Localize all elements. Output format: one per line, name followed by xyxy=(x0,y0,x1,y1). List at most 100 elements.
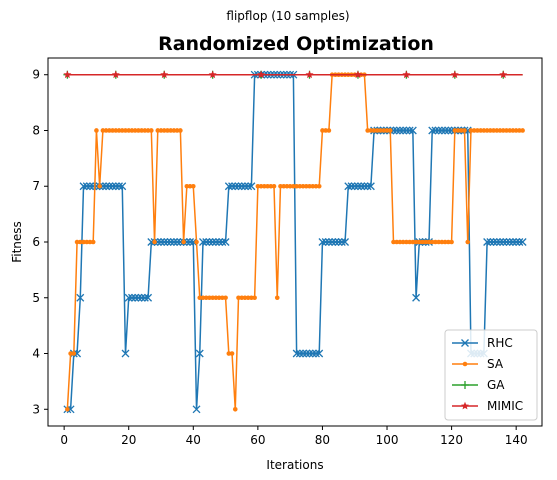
series-markers-rhc xyxy=(63,70,527,414)
x-tick-label: 20 xyxy=(121,433,136,447)
data-point-rhc xyxy=(102,182,111,191)
data-point-rhc xyxy=(115,182,123,191)
data-point-sa xyxy=(229,351,235,356)
data-point-sa xyxy=(375,128,380,133)
data-point-rhc xyxy=(315,349,324,358)
data-point-sa xyxy=(449,239,454,245)
data-point-sa xyxy=(281,183,286,189)
data-point-rhc xyxy=(211,238,220,246)
data-point-sa xyxy=(90,239,96,245)
data-point-sa xyxy=(397,239,403,245)
data-point-rhc xyxy=(366,182,375,191)
data-point-rhc xyxy=(412,293,421,302)
legend-marker-rhc xyxy=(461,339,469,347)
data-point-sa xyxy=(113,128,119,133)
data-point-rhc xyxy=(176,238,185,246)
data-point-sa xyxy=(223,295,228,301)
data-point-sa xyxy=(484,128,490,133)
y-tick-label: 4 xyxy=(32,347,40,361)
data-point-sa xyxy=(465,239,471,245)
data-point-sa xyxy=(216,295,222,301)
x-tick-label: 0 xyxy=(60,433,68,447)
data-point-mimic xyxy=(257,70,266,79)
x-tick-label: 100 xyxy=(376,433,399,447)
data-point-sa xyxy=(494,128,500,133)
data-point-sa xyxy=(384,128,390,133)
data-point-rhc xyxy=(463,126,472,135)
data-point-sa xyxy=(142,128,148,133)
data-point-rhc xyxy=(66,405,75,414)
data-point-sa xyxy=(132,128,138,133)
x-axis-label: Iterations xyxy=(266,458,323,472)
x-tick-label: 120 xyxy=(440,433,463,447)
data-point-sa xyxy=(126,128,132,133)
data-point-rhc xyxy=(157,238,165,246)
y-tick-label: 7 xyxy=(32,179,40,193)
data-point-sa xyxy=(442,239,448,245)
data-point-sa xyxy=(291,183,296,189)
legend: RHC SA GA MIMIC xyxy=(444,329,538,421)
data-point-rhc xyxy=(431,126,440,135)
legend-marker-ga xyxy=(461,381,469,389)
data-point-sa xyxy=(203,295,209,301)
data-point-sa xyxy=(123,128,128,133)
data-point-sa xyxy=(245,295,251,301)
data-point-rhc xyxy=(405,126,414,135)
data-point-sa xyxy=(468,128,474,133)
data-point-rhc xyxy=(360,182,369,191)
data-point-sa xyxy=(77,239,83,245)
data-point-sa xyxy=(255,183,261,189)
data-point-rhc xyxy=(121,349,130,358)
data-point-sa xyxy=(513,128,519,133)
y-tick-label: 8 xyxy=(32,123,40,137)
data-point-sa xyxy=(94,128,99,133)
data-point-mimic xyxy=(160,70,169,79)
data-point-rhc xyxy=(428,126,437,135)
data-point-sa xyxy=(119,128,125,133)
data-point-rhc xyxy=(140,293,149,302)
data-point-sa xyxy=(165,128,170,133)
data-point-sa xyxy=(410,239,416,245)
data-point-sa xyxy=(510,128,516,133)
x-tick-label: 40 xyxy=(186,433,201,447)
data-point-sa xyxy=(394,239,400,245)
data-point-sa xyxy=(68,351,73,356)
data-point-sa xyxy=(478,128,483,133)
data-point-sa xyxy=(371,128,377,133)
data-point-mimic xyxy=(450,70,459,79)
data-point-rhc xyxy=(153,238,162,246)
data-point-rhc xyxy=(444,126,453,135)
data-point-rhc xyxy=(192,405,201,414)
data-point-sa xyxy=(278,183,283,189)
data-point-sa xyxy=(200,295,206,301)
data-point-rhc xyxy=(515,238,524,246)
data-point-sa xyxy=(407,239,412,245)
data-point-rhc xyxy=(186,238,195,246)
data-point-rhc xyxy=(137,293,146,302)
data-point-rhc xyxy=(499,238,508,246)
data-point-mimic xyxy=(499,70,508,79)
data-point-sa xyxy=(265,183,270,189)
data-point-sa xyxy=(158,128,164,133)
data-point-sa xyxy=(420,239,425,245)
data-point-rhc xyxy=(199,238,207,246)
data-point-rhc xyxy=(441,126,450,135)
data-point-sa xyxy=(426,239,432,245)
data-point-rhc xyxy=(508,238,517,246)
plot-area xyxy=(63,70,527,414)
data-point-rhc xyxy=(308,349,317,358)
data-point-sa xyxy=(207,295,212,301)
data-point-rhc xyxy=(357,182,366,191)
data-point-sa xyxy=(268,183,274,189)
data-point-sa xyxy=(197,295,203,301)
series-markers-mimic xyxy=(63,70,508,79)
data-point-sa xyxy=(446,239,451,245)
data-point-rhc xyxy=(389,126,398,135)
data-point-mimic xyxy=(63,70,72,79)
data-point-sa xyxy=(190,183,196,189)
x-tick-label: 140 xyxy=(505,433,528,447)
data-point-sa xyxy=(274,295,280,301)
data-point-sa xyxy=(504,128,509,133)
data-point-rhc xyxy=(496,238,504,246)
